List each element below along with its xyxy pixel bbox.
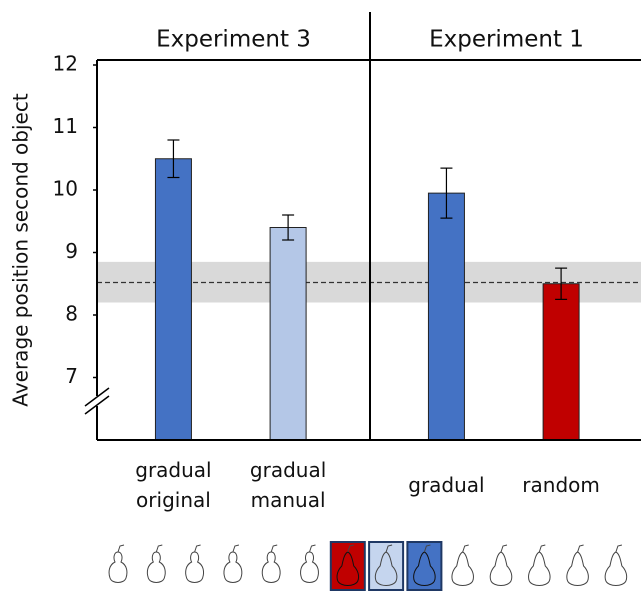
stimulus-icon [186,552,204,583]
stimulus-box [369,542,403,590]
chart: Average position second object 7 8 9 10 11 12… [0,0,641,592]
stimulus-stem [195,545,201,552]
y-tick-label: 7 [65,364,78,388]
panel-title: Experiment 1 [429,27,584,53]
x-tick-label: gradual [396,450,496,520]
stimulus-stem [156,545,162,552]
stimulus-icon [490,552,512,586]
bar [155,159,191,440]
stimulus-stem [310,545,316,552]
stimulus-icon [605,552,627,586]
panel-title: Experiment 3 [156,27,311,53]
bar [543,284,579,440]
y-tick-label: 11 [53,114,78,138]
stimulus-stem [539,545,545,552]
bar [428,193,464,440]
stimulus-stem [463,545,469,552]
y-axis-label: Average position second object [9,93,33,407]
x-tick-label: gradual manual [238,450,338,520]
stimulus-stem [118,545,124,552]
stimulus-stem [578,545,584,552]
y-tick-label: 10 [53,177,78,201]
stimulus-icon [567,552,589,586]
stimulus-icon [301,552,319,583]
stimulus-stem [233,545,239,552]
stimulus-box [331,542,365,590]
y-tick-label: 9 [65,239,78,263]
bar [270,228,306,441]
stimulus-stem [271,545,277,552]
y-tick-label: 12 [53,52,78,76]
stimulus-box [407,542,441,590]
stimulus-icon [529,552,551,586]
y-tick-label: 8 [65,302,78,326]
stimulus-stem [616,545,622,552]
x-tick-label: gradual original [123,450,223,520]
stimulus-icon [147,552,165,583]
x-tick-label: random [511,450,611,520]
stimulus-icon [224,552,242,583]
stimulus-icon [262,552,280,583]
stimulus-icon [452,552,474,586]
stimulus-icon [109,552,127,583]
stimulus-stem [501,545,507,552]
